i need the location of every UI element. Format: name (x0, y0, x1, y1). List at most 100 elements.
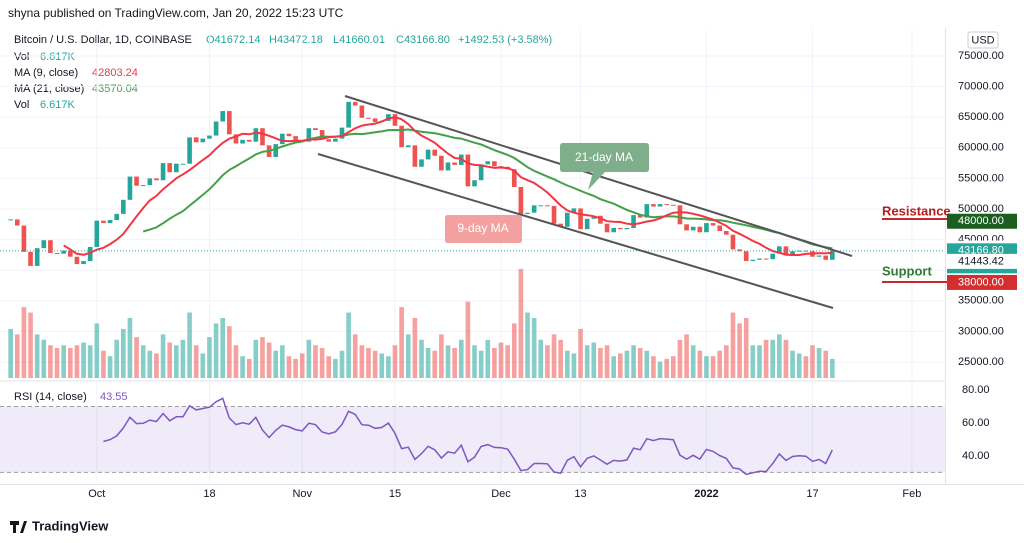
volume-bar (617, 353, 623, 378)
volume-bar (558, 339, 563, 378)
candle (174, 163, 179, 173)
currency: USD (971, 34, 994, 46)
volume-bar (412, 318, 418, 378)
candle (631, 215, 636, 228)
volume-bar (313, 345, 318, 378)
candle (319, 130, 325, 140)
candle (293, 136, 298, 140)
candle (339, 127, 345, 139)
volume-bar (511, 323, 517, 378)
candle (571, 208, 577, 213)
volume-bar (657, 361, 663, 378)
volume-bar (299, 353, 305, 378)
candle (564, 212, 570, 227)
volume-bar (432, 350, 438, 378)
volume-bar (684, 334, 689, 378)
candle (472, 180, 477, 187)
candle (419, 159, 424, 167)
price-tag-label: 43166.80 (958, 245, 1004, 257)
candle (545, 205, 550, 207)
volume-bar (34, 334, 40, 378)
price-tag (947, 213, 1017, 229)
ma9-callout (445, 215, 522, 243)
candle (664, 204, 670, 206)
volume-bar (783, 339, 789, 378)
volume-bar (87, 345, 93, 378)
candle (704, 223, 709, 233)
volume-bar (293, 358, 298, 378)
volume-bar (286, 356, 292, 378)
ma21-value: 43570.04 (92, 83, 138, 95)
tradingview-logo: TradingView (10, 518, 109, 533)
candle (220, 111, 226, 122)
volume-bar (339, 350, 345, 378)
candle (227, 111, 232, 135)
volume-bar (796, 353, 802, 378)
symbol: Bitcoin / U.S. Dollar, 1D, COINBASE (14, 34, 192, 46)
volume-bar (505, 345, 510, 378)
volume-bar (644, 350, 650, 378)
volume-bar (333, 358, 338, 378)
volume-bar (319, 348, 325, 378)
volume-bar (492, 348, 497, 378)
x-tick-label: Oct (88, 488, 105, 500)
volume-bar (737, 323, 742, 378)
volume-bar (107, 356, 113, 378)
volume-bar (611, 356, 616, 378)
volume-bar (631, 345, 636, 378)
vol-value: 6.617K (40, 51, 76, 63)
volume-bar (240, 356, 245, 378)
vol2-value: 6.617K (40, 99, 76, 111)
annotations: 21-day MA 9-day MA Resistance Support (445, 143, 951, 278)
volume-bar (465, 301, 471, 378)
candle (207, 135, 212, 139)
candle (326, 139, 332, 142)
volume-bar (651, 356, 656, 378)
volume-bar (160, 334, 166, 378)
candle (777, 246, 782, 254)
candle (200, 138, 206, 143)
y-tick-label: 55000.00 (958, 172, 1004, 184)
volume-bar (266, 342, 272, 378)
volume-bar (67, 348, 73, 378)
candle (306, 128, 312, 142)
candle (140, 185, 146, 187)
volume-bar (260, 337, 265, 378)
ma9-line (63, 116, 833, 256)
volume-bar (743, 318, 749, 378)
volume-bar (187, 312, 192, 378)
currency-box[interactable] (967, 31, 999, 49)
candle (107, 220, 113, 224)
candle (233, 134, 239, 144)
volume-bar (48, 345, 53, 378)
volume-bar (624, 350, 630, 378)
volume-bar (598, 348, 603, 378)
volume-bar (8, 328, 13, 378)
candle (657, 204, 663, 207)
candle (405, 145, 411, 148)
volume-bar (750, 345, 756, 378)
candle (538, 205, 544, 207)
x-tick-label: 18 (203, 488, 215, 500)
volume-bar (816, 348, 822, 378)
rsi-label: RSI (14, close) (14, 391, 87, 403)
candle (14, 219, 20, 226)
volume-bar (147, 350, 153, 378)
volume-bar (823, 350, 829, 378)
candle (54, 253, 60, 255)
volume-bar (770, 339, 776, 378)
high: H43472.18 (269, 34, 323, 46)
y-tick-label: 75000.00 (958, 50, 1004, 62)
candle (28, 251, 33, 266)
volume-bar (134, 337, 139, 378)
volume-bar (730, 312, 736, 378)
ma21-label: MA (21, close) (14, 83, 84, 95)
candle (439, 155, 444, 171)
y-tick-label: 65000.00 (958, 111, 1004, 123)
candle (803, 250, 809, 252)
candle (485, 161, 491, 165)
candle (525, 212, 530, 214)
candle (34, 248, 40, 266)
candle (366, 117, 371, 119)
